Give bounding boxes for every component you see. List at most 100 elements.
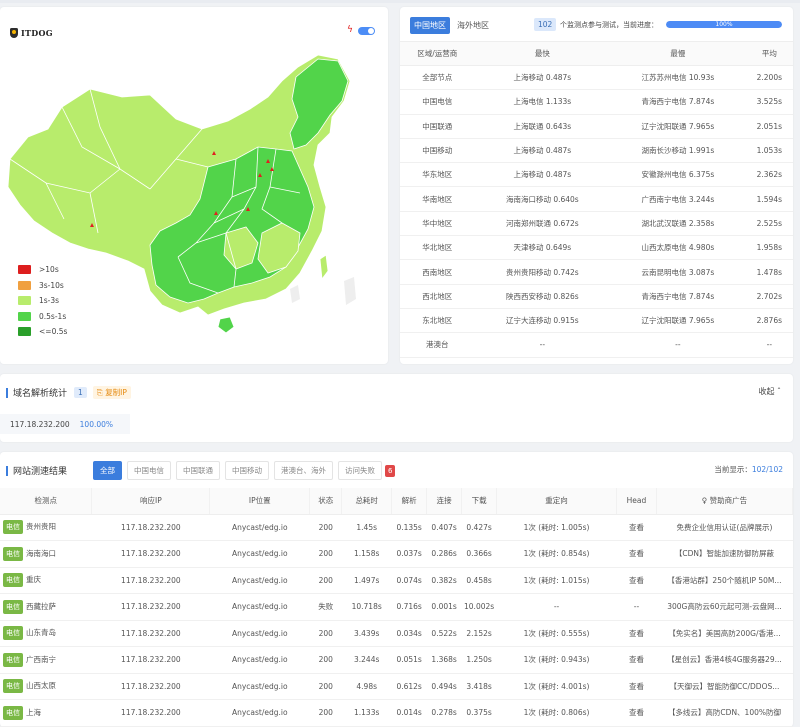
region-table: 区域/运营商 最快 最慢 平均 全部节点 上海移动 0.487s 江苏苏州电信 10.93… xyxy=(400,41,793,358)
isp-badge: 电信 xyxy=(3,679,23,694)
region-cell: 湖北武汉联通 2.358s xyxy=(610,211,746,237)
redirect-cell: -- xyxy=(496,593,617,621)
tab-china[interactable]: 中国地区 xyxy=(410,17,450,34)
ip-location: Anycast/edg.io xyxy=(209,567,310,594)
region-table-row: 中国联通 上海联通 0.643s 辽宁沈阳联通 7.965s 2.051s xyxy=(400,114,793,139)
filter-button[interactable]: 访问失败 xyxy=(338,461,382,480)
node-name: 西藏拉萨 xyxy=(26,601,56,611)
top-strip xyxy=(0,0,800,3)
region-cell: 西北地区 xyxy=(400,284,475,309)
region-cell: 华中地区 xyxy=(400,211,475,237)
legend-item: 1s-3s xyxy=(18,293,67,309)
legend-item: <=0.5s xyxy=(18,324,67,340)
region-table-row: 中国电信 上海电信 1.133s 青海西宁电信 7.874s 3.525s xyxy=(400,89,793,115)
isp-badge: 电信 xyxy=(3,599,23,614)
progress-label: 个监测点参与测试，当前进度： xyxy=(560,21,658,29)
ip-location: Anycast/edg.io xyxy=(209,646,310,674)
sponsor-ad-link[interactable]: 免费企业信用认证(品牌展示) xyxy=(656,514,793,541)
map-region-hainan xyxy=(217,316,235,334)
filter-button[interactable]: 中国电信 xyxy=(127,461,171,480)
head-view-link: -- xyxy=(616,593,657,621)
region-cell: 2.362s xyxy=(745,162,793,188)
connect-time: 0.382s xyxy=(426,567,462,594)
response-ip: 117.18.232.200 xyxy=(91,514,210,541)
head-view-link[interactable]: 查看 xyxy=(616,646,657,674)
head-view-link[interactable]: 查看 xyxy=(616,567,657,594)
sponsor-ad-link[interactable]: 【免实名】美国高防200G/香港... xyxy=(656,620,793,647)
region-cell: 华北地区 xyxy=(400,235,475,261)
head-view-link[interactable]: 查看 xyxy=(616,514,657,541)
title-accent-bar xyxy=(6,387,8,398)
sponsor-ad-link[interactable]: 【多线云】高防CDN、100%防御 xyxy=(656,699,793,727)
head-view-link[interactable]: 查看 xyxy=(616,699,657,727)
node-name: 广西南宁 xyxy=(26,654,56,664)
speed-table-row: 电信 重庆 117.18.232.200 Anycast/edg.io 200 1.497… xyxy=(0,567,793,594)
dns-ip[interactable]: 117.18.232.200 xyxy=(10,419,70,429)
collapse-icon: ˆ xyxy=(777,387,781,396)
region-col-header: 最快 xyxy=(474,41,611,66)
region-cell: 广西南宁电信 3.244s xyxy=(610,186,746,212)
total-time: 1.45s xyxy=(341,514,392,541)
region-cell: 上海移动 0.487s xyxy=(474,138,611,164)
speed-col-header-label: 总耗时 xyxy=(355,496,378,506)
status-cell: 200 xyxy=(309,540,342,568)
region-cell: 2.200s xyxy=(745,65,793,91)
legend-item: 3s-10s xyxy=(18,278,67,294)
legend-label: <=0.5s xyxy=(39,327,68,337)
copy-ip-button[interactable]: ⎘ 复制IP xyxy=(92,386,131,399)
status-cell: 200 xyxy=(309,673,342,700)
region-cell: 辽宁沈阳联通 7.965s xyxy=(610,308,746,334)
node-count-badge: 102 xyxy=(534,18,557,31)
total-time: 1.133s xyxy=(341,699,392,727)
sponsor-ad-link[interactable]: 【CDN】智能加速防御防屏蔽 xyxy=(656,540,793,568)
region-cell: 海南海口移动 0.640s xyxy=(474,186,611,212)
dns-stats-card: 域名解析统计 1 ⎘ 复制IP 收起 ˆ 117.18.232.200 100.… xyxy=(0,374,793,442)
tab-overseas[interactable]: 海外地区 xyxy=(457,21,489,30)
map-borders-east xyxy=(177,146,301,294)
region-table-row: 港澳台 -- -- -- xyxy=(400,332,793,358)
speed-col-header-label: Head xyxy=(626,496,647,506)
region-cell: 陕西西安移动 0.826s xyxy=(474,284,611,309)
download-time: 0.427s xyxy=(461,514,497,541)
node-name: 贵州贵阳 xyxy=(26,522,56,532)
sponsor-ad-link[interactable]: 【天御云】智能防御CC/DDOS... xyxy=(656,673,793,700)
head-view-link[interactable]: 查看 xyxy=(616,540,657,568)
ip-location: Anycast/edg.io xyxy=(209,540,310,568)
region-cell: 河南郑州联通 0.672s xyxy=(474,211,611,237)
collapse-button[interactable]: 收起 ˆ xyxy=(758,386,781,397)
filter-button[interactable]: 中国移动 xyxy=(225,461,269,480)
map-region-south xyxy=(223,226,259,270)
sponsor-ad-link[interactable]: 【香港站群】250个随机IP 50M... xyxy=(656,567,793,594)
connect-time: 0.407s xyxy=(426,514,462,541)
speed-results-card: 网站测速结果 全部 中国电信 中国联通 中国移动 港澳台、海外 访问失败 6 当前显示：10… xyxy=(0,452,794,727)
head-view-link[interactable]: 查看 xyxy=(616,620,657,647)
filter-button[interactable]: 全部 xyxy=(93,461,122,480)
speed-col-header-label: 下载 xyxy=(471,496,487,506)
head-view-link[interactable]: 查看 xyxy=(616,673,657,700)
sponsor-ad-link[interactable]: 【星创云】香港4核4G服务器29... xyxy=(656,646,793,674)
ip-location: Anycast/edg.io xyxy=(209,673,310,700)
node-cell: 电信 重庆 xyxy=(0,567,92,594)
region-col-header: 区域/运营商 xyxy=(400,41,475,66)
dns-ip-percent: 100.00% xyxy=(79,419,114,429)
filter-button[interactable]: 中国联通 xyxy=(176,461,220,480)
region-cell: 云南昆明电信 3.087s xyxy=(610,259,746,285)
region-cell: 中国移动 xyxy=(400,138,475,164)
dns-title: 域名解析统计 xyxy=(13,389,68,399)
map-toggle-switch[interactable] xyxy=(358,27,375,35)
speed-col-header: IP位置 xyxy=(209,488,311,515)
node-cell: 电信 山东青岛 xyxy=(0,620,92,647)
region-cell: 贵州贵阳移动 0.742s xyxy=(474,259,611,285)
node-cell: 电信 山西太原 xyxy=(0,673,92,700)
map-region-southeast xyxy=(257,222,301,274)
speed-table-row: 电信 山西太原 117.18.232.200 Anycast/edg.io 200 4.9… xyxy=(0,673,793,700)
filter-button[interactable]: 港澳台、海外 xyxy=(274,461,333,480)
speed-table-row: 电信 广西南宁 117.18.232.200 Anycast/edg.io 200 3.2… xyxy=(0,646,793,674)
response-ip: 117.18.232.200 xyxy=(91,620,210,647)
region-cell: 华东地区 xyxy=(400,162,475,188)
download-time: 0.458s xyxy=(461,567,497,594)
sponsor-ad-link[interactable]: 300G高防云60元起可测-云盘网... xyxy=(656,593,793,621)
dns-time: 0.014s xyxy=(391,699,427,727)
total-time: 3.244s xyxy=(341,646,392,674)
region-table-row: 全部节点 上海移动 0.487s 江苏苏州电信 10.93s 2.200s xyxy=(400,65,793,91)
